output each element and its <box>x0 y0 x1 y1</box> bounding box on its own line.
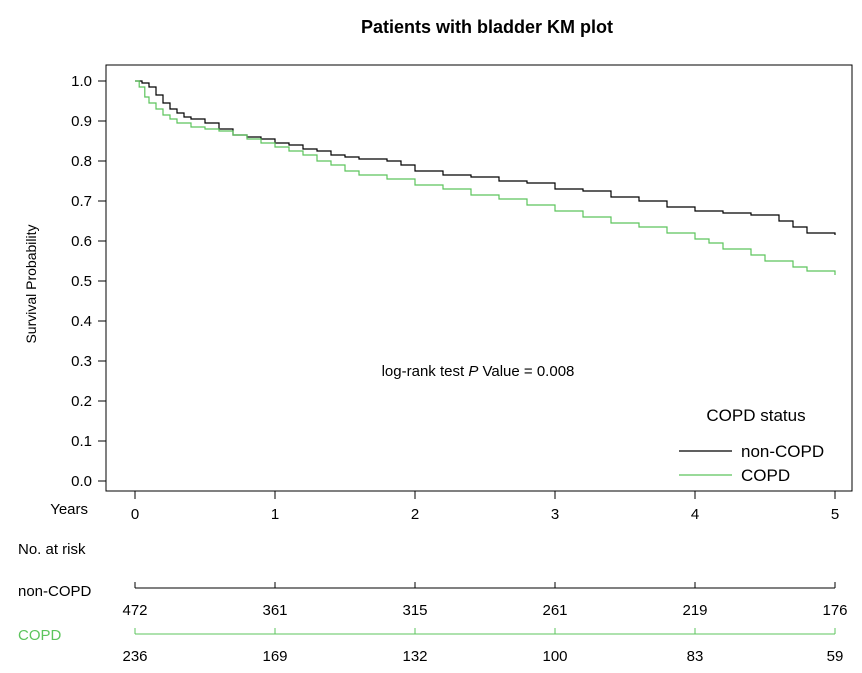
x-tick-label: 5 <box>831 506 839 523</box>
y-tick-label: 0.7 <box>71 193 92 210</box>
risk-count: 261 <box>542 602 567 619</box>
plot-frame <box>105 64 853 492</box>
y-tick-label: 0.4 <box>71 313 92 330</box>
legend-label-non-copd: non-COPD <box>741 442 824 461</box>
survival-curves <box>135 80 836 275</box>
risk-count: 132 <box>402 648 427 665</box>
y-tick-label: 0.3 <box>71 353 92 370</box>
annotation-prefix: log-rank test <box>382 363 469 380</box>
y-tick-label: 0.8 <box>71 153 92 170</box>
risk-row-label: COPD <box>18 627 62 644</box>
risk-count: 176 <box>822 602 847 619</box>
y-tick-label: 0.9 <box>71 113 92 130</box>
x-axis-ticks: 0 1 2 3 4 5 <box>131 491 839 523</box>
series-line-non-copd <box>135 80 836 235</box>
legend-title: COPD status <box>706 406 805 425</box>
risk-count: 59 <box>827 648 844 665</box>
log-rank-annotation: log-rank test P Value = 0.008 <box>382 363 575 380</box>
risk-count: 83 <box>687 648 704 665</box>
risk-row-label: non-COPD <box>18 583 92 600</box>
risk-table-title: No. at risk <box>18 541 86 558</box>
x-axis-label: Years <box>50 501 88 518</box>
x-tick-label: 1 <box>271 506 279 523</box>
annotation-italic: P <box>468 363 478 380</box>
legend: COPD status non-COPD COPD <box>679 406 824 485</box>
risk-count: 472 <box>122 602 147 619</box>
series-line-copd <box>135 80 836 275</box>
y-axis-ticks: 0.0 0.1 0.2 0.3 0.4 0.5 0.6 0.7 0.8 0.9 1.0 <box>71 73 106 490</box>
chart-title: Patients with bladder KM plot <box>361 17 613 37</box>
risk-table: non-COPD 472 361 315 261 219 176 COPD 236 169 132 1… <box>18 582 848 665</box>
legend-label-copd: COPD <box>741 466 790 485</box>
risk-count: 100 <box>542 648 567 665</box>
risk-count: 219 <box>682 602 707 619</box>
risk-count: 169 <box>262 648 287 665</box>
x-tick-label: 2 <box>411 506 419 523</box>
y-axis-label: Survival Probability <box>23 224 39 343</box>
x-tick-label: 0 <box>131 506 139 523</box>
risk-count: 236 <box>122 648 147 665</box>
y-tick-label: 0.5 <box>71 273 92 290</box>
y-tick-label: 0.2 <box>71 393 92 410</box>
risk-count: 315 <box>402 602 427 619</box>
y-tick-label: 0.6 <box>71 233 92 250</box>
y-tick-label: 0.1 <box>71 433 92 450</box>
x-tick-label: 4 <box>691 506 699 523</box>
risk-count: 361 <box>262 602 287 619</box>
annotation-suffix: Value = 0.008 <box>478 363 574 380</box>
y-tick-label: 1.0 <box>71 73 92 90</box>
x-tick-label: 3 <box>551 506 559 523</box>
y-tick-label: 0.0 <box>71 473 92 490</box>
